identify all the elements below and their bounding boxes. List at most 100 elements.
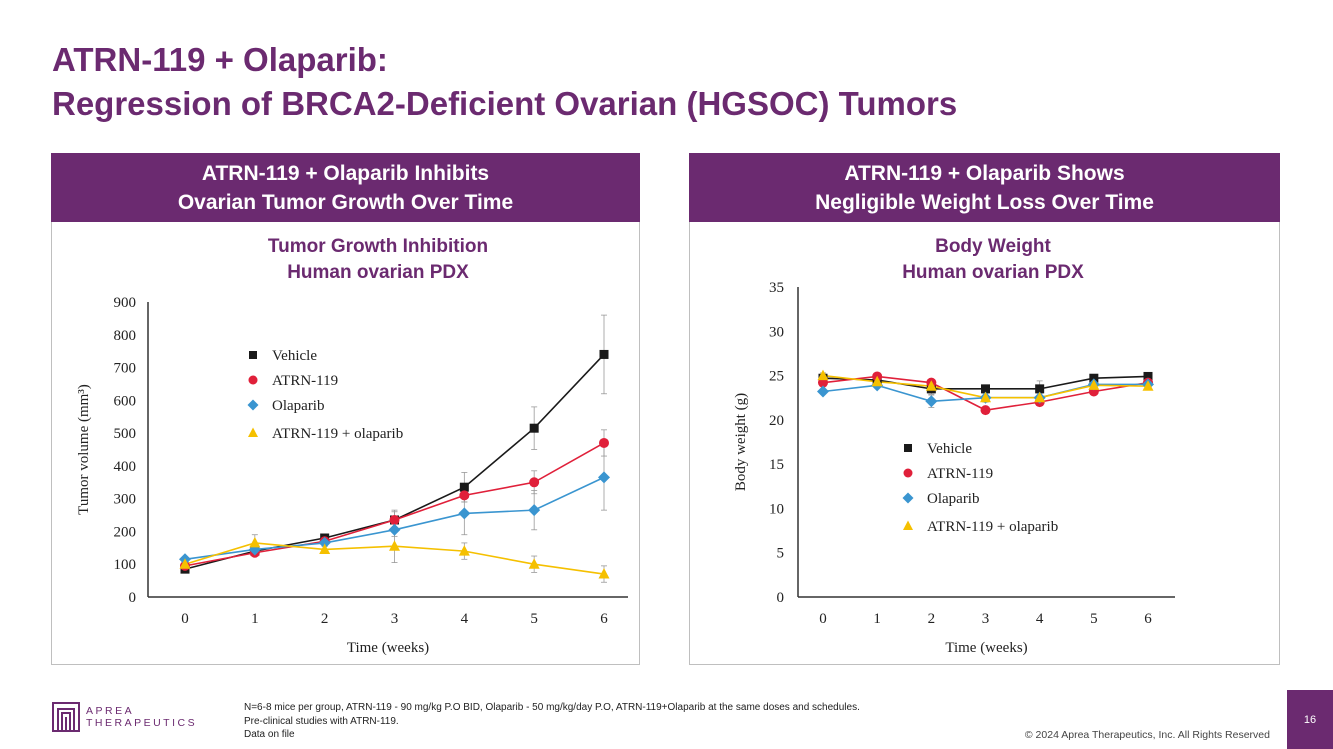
triangle-marker (1142, 380, 1154, 391)
triangle-marker (179, 558, 191, 569)
chart-title: Tumor Growth Inhibition Human ovarian PD… (178, 234, 578, 286)
x-axis-label: Time (weeks) (347, 640, 429, 656)
y-tick-label: 0 (129, 590, 137, 606)
panel-header: ATRN-119 + Olaparib Shows Negligible Wei… (689, 153, 1280, 222)
circle-marker (903, 468, 913, 478)
y-tick-label: 200 (114, 524, 137, 540)
triangle-marker (871, 375, 883, 387)
x-tick-label: 0 (819, 611, 827, 627)
x-tick-label: 1 (873, 611, 881, 627)
triangle-marker (598, 568, 610, 579)
slide-title: ATRN-119 + Olaparib: Regression of BRCA2… (52, 38, 957, 126)
triangle-marker (1088, 379, 1100, 390)
circle-marker (818, 377, 828, 388)
x-tick-label: 5 (1090, 611, 1098, 627)
y-tick-label: 35 (769, 280, 784, 296)
x-tick-label: 2 (321, 611, 329, 627)
triangle-marker (817, 369, 829, 381)
x-tick-label: 0 (181, 611, 189, 627)
logo-icon (52, 702, 80, 732)
triangle-marker (1034, 391, 1046, 403)
legend-label: Olaparib (927, 491, 979, 507)
y-tick-label: 400 (114, 459, 137, 475)
triangle-marker (458, 545, 470, 556)
footnote-line2: Pre-clinical studies with ATRN-119. (244, 715, 399, 727)
square-marker (459, 482, 469, 492)
legend-label: ATRN-119 + olaparib (927, 519, 1058, 535)
y-tick-label: 25 (769, 369, 784, 385)
triangle-marker (248, 427, 258, 437)
legend-label: Olaparib (272, 398, 324, 414)
triangle-marker (528, 558, 540, 569)
triangle-marker (389, 540, 400, 551)
y-tick-label: 20 (769, 413, 784, 429)
chart-title-line1: Body Weight (935, 236, 1051, 257)
footnote: N=6-8 mice per group, ATRN-119 - 90 mg/k… (244, 701, 860, 742)
chart-title: Body Weight Human ovarian PDX (793, 234, 1193, 286)
x-tick-label: 4 (461, 611, 469, 627)
y-tick-label: 800 (114, 328, 137, 344)
x-tick-label: 4 (1036, 611, 1044, 627)
triangle-marker (903, 520, 913, 530)
circle-marker (459, 490, 470, 501)
chart-title-line1: Tumor Growth Inhibition (267, 236, 489, 257)
y-tick-label: 900 (114, 295, 137, 311)
body-weight-panel: ATRN-119 + Olaparib Shows Negligible Wei… (689, 153, 1280, 665)
square-marker (904, 444, 912, 452)
diamond-marker (318, 536, 331, 549)
diamond-marker (388, 523, 401, 536)
circle-marker (529, 477, 540, 488)
x-tick-label: 2 (928, 611, 936, 627)
y-axis-label: Tumor volume (mm³) (76, 384, 92, 515)
square-marker (529, 423, 539, 433)
copyright: © 2024 Aprea Therapeutics, Inc. All Righ… (1024, 729, 1270, 741)
panel-header-line2: Ovarian Tumor Growth Over Time (177, 190, 514, 214)
panel-header-line1: ATRN-119 + Olaparib Shows (844, 161, 1125, 185)
legend-label: Vehicle (927, 441, 972, 457)
diamond-marker (817, 385, 829, 398)
page-number: 16 (1287, 690, 1333, 749)
slide-title-line2: Regression of BRCA2-Deficient Ovarian (H… (52, 85, 958, 122)
triangle-marker (925, 380, 937, 391)
footnote-line3: Data on file (244, 729, 295, 740)
square-marker (1143, 371, 1153, 381)
y-tick-label: 30 (769, 324, 784, 340)
footnote-line1: N=6-8 mice per group, ATRN-119 - 90 mg/k… (244, 702, 860, 713)
x-tick-label: 3 (982, 611, 990, 627)
square-marker (1089, 373, 1099, 383)
legend-label: ATRN-119 (272, 373, 338, 389)
diamond-marker (458, 507, 471, 520)
circle-marker (389, 514, 400, 525)
slide-title-line1: ATRN-119 + Olaparib: (52, 41, 388, 78)
x-tick-label: 1 (251, 611, 259, 627)
x-tick-label: 3 (391, 611, 399, 627)
diamond-marker (528, 504, 541, 517)
y-tick-label: 10 (769, 501, 784, 517)
triangle-marker (249, 536, 261, 548)
circle-marker (248, 375, 258, 385)
triangle-marker (980, 391, 991, 403)
square-marker (249, 351, 257, 359)
panel-header-line2: Negligible Weight Loss Over Time (815, 190, 1154, 214)
y-tick-label: 0 (777, 590, 785, 606)
legend-label: ATRN-119 + olaparib (272, 426, 403, 442)
y-tick-label: 300 (114, 492, 137, 508)
x-tick-label: 5 (530, 611, 538, 627)
diamond-marker (902, 492, 914, 504)
tumor-growth-panel: ATRN-119 + Olaparib Inhibits Ovarian Tum… (51, 153, 640, 665)
y-axis-label: Body weight (g) (733, 393, 749, 491)
x-axis-label: Time (weeks) (945, 640, 1027, 656)
logo-text-line1: APREA (86, 705, 135, 717)
chart-subtitle: Human ovarian PDX (902, 262, 1084, 283)
triangle-marker (319, 543, 331, 554)
panel-header: ATRN-119 + Olaparib Inhibits Ovarian Tum… (51, 153, 640, 222)
y-tick-label: 5 (777, 546, 785, 562)
y-tick-label: 700 (114, 361, 137, 377)
circle-marker (980, 405, 991, 416)
diamond-marker (247, 399, 259, 411)
square-marker (1035, 384, 1045, 394)
y-tick-label: 500 (114, 426, 137, 442)
diamond-marker (925, 395, 938, 408)
